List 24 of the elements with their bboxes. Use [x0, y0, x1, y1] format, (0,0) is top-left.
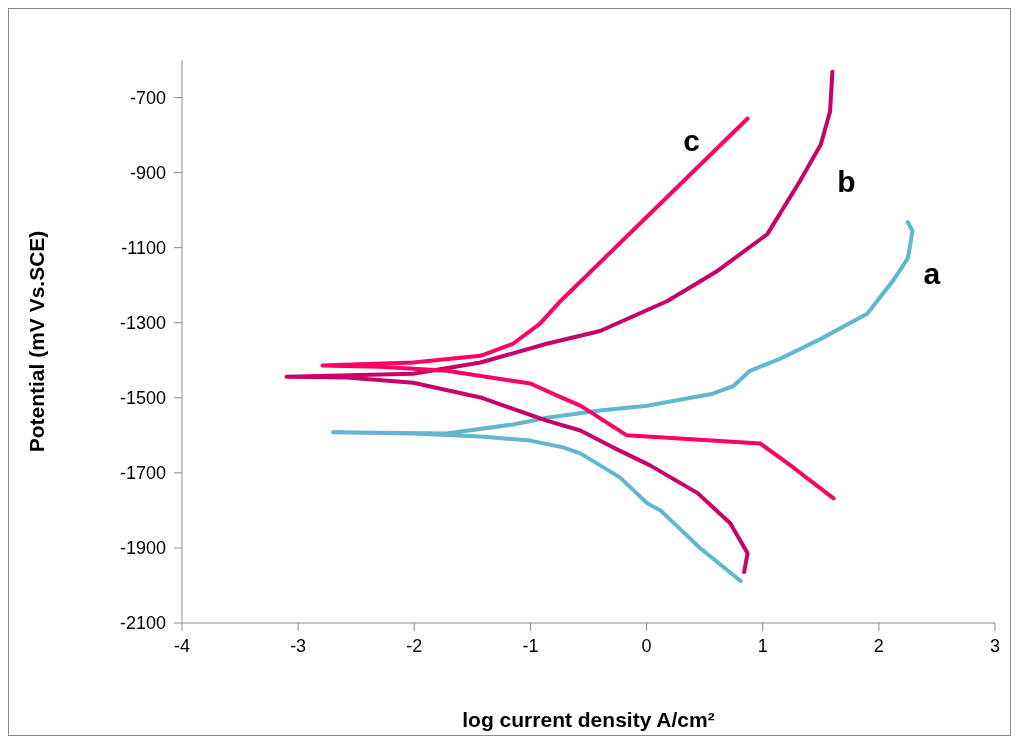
x-tick-label: 2	[873, 635, 884, 656]
series-label: b	[837, 164, 856, 198]
y-tick-label: -700	[129, 87, 166, 108]
x-tick-label: 1	[757, 635, 768, 656]
y-tick-label: -1300	[119, 313, 166, 334]
y-tick-label: -900	[129, 162, 166, 183]
x-tick-label: -4	[173, 635, 191, 656]
y-tick-label: -1900	[119, 538, 166, 559]
series-label: c	[683, 123, 700, 157]
y-tick-label: -2100	[119, 613, 166, 634]
x-tick-label: 0	[641, 635, 652, 656]
y-axis-title: Potential (mV Vs.SCE)	[25, 230, 49, 453]
x-tick-label: -3	[290, 635, 307, 656]
x-tick-label: 3	[989, 635, 1001, 656]
x-tick-label: -2	[406, 635, 423, 656]
y-tick-label: -1100	[121, 238, 166, 259]
x-axis-title: log current density A/cm²	[462, 708, 715, 731]
x-tick-label: -1	[522, 635, 539, 656]
line-series	[330, 220, 915, 583]
line-series	[320, 116, 836, 501]
line-series	[284, 69, 835, 574]
y-tick-label: -1700	[119, 463, 166, 484]
y-tick-label: -1500	[119, 388, 166, 409]
series-label: a	[923, 257, 941, 291]
